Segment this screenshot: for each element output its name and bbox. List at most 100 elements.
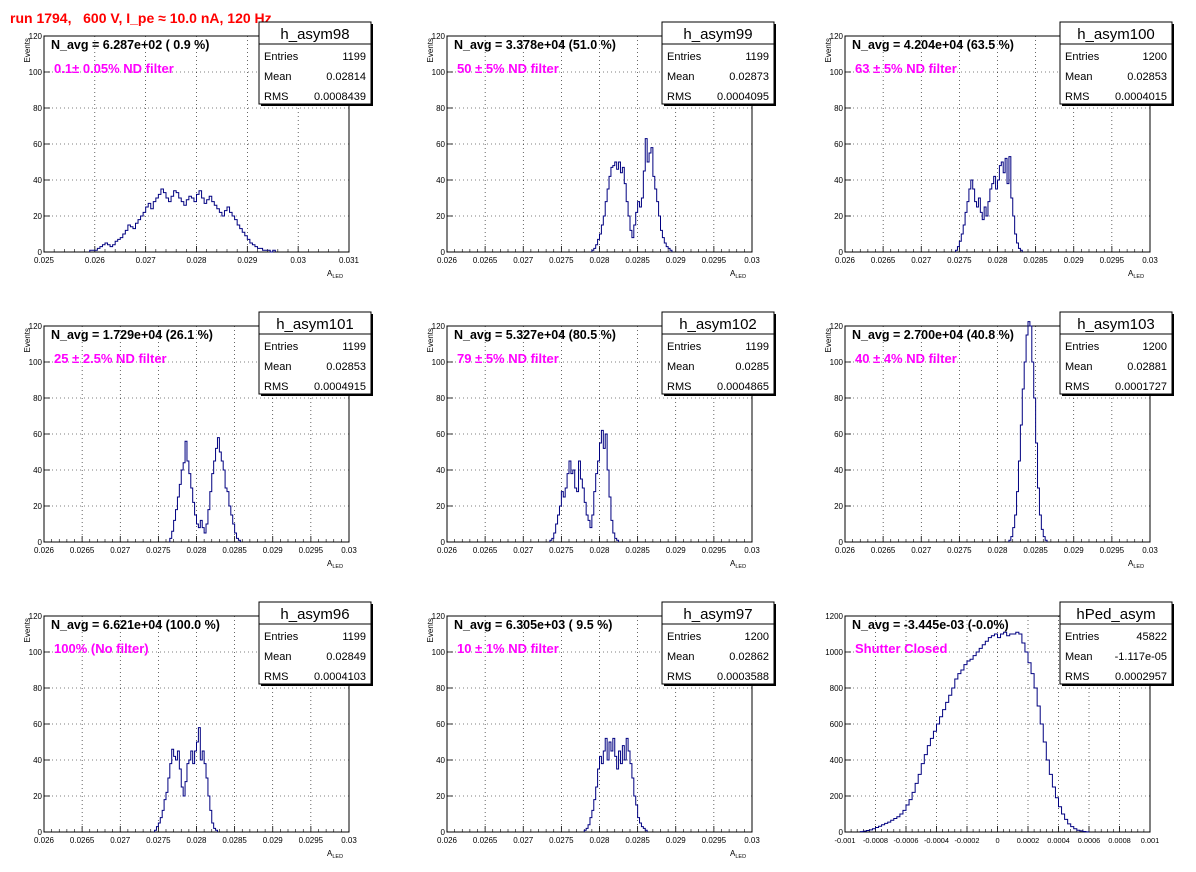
y-tick-label: 40 xyxy=(834,466,843,475)
y-tick-label: 400 xyxy=(830,756,844,765)
y-tick-label: 60 xyxy=(436,720,445,729)
x-tick-label: 0.027 xyxy=(911,256,932,265)
x-tick-label: 0.028 xyxy=(987,546,1008,555)
filter-label: 40 ± 4% ND filter xyxy=(855,351,957,366)
x-tick-label: 0.026 xyxy=(34,836,55,845)
histogram-series xyxy=(955,156,1023,252)
x-tick-label: 0.029 xyxy=(666,546,687,555)
x-tick-label: 0.029 xyxy=(237,256,258,265)
navg-label: N_avg = 4.204e+04 (63.5 %) xyxy=(852,38,1014,52)
y-axis-label: Events xyxy=(426,38,435,62)
y-tick-label: 40 xyxy=(834,176,843,185)
y-axis-label: Events xyxy=(426,618,435,642)
x-tick-label: 0.028 xyxy=(186,546,207,555)
y-tick-label: 60 xyxy=(33,430,42,439)
y-tick-label: 80 xyxy=(33,684,42,693)
y-tick-label: 20 xyxy=(436,502,445,511)
stats-key: Mean xyxy=(1065,651,1093,663)
stats-box xyxy=(258,601,372,685)
x-tick-label: 0.0295 xyxy=(702,546,727,555)
navg-label: N_avg = 2.700e+04 (40.8 %) xyxy=(852,328,1014,342)
filter-label: 0.1± 0.05% ND filter xyxy=(54,61,174,76)
y-tick-label: 40 xyxy=(436,176,445,185)
y-tick-label: 100 xyxy=(432,68,446,77)
y-tick-label: 80 xyxy=(834,104,843,113)
stats-box xyxy=(258,311,372,395)
x-tick-label: 0.027 xyxy=(110,836,131,845)
y-tick-label: 800 xyxy=(830,684,844,693)
x-axis-label: ALED xyxy=(730,269,746,280)
stats-key: Mean xyxy=(667,71,695,83)
x-tick-label: 0.03 xyxy=(1142,256,1158,265)
x-tick-label: 0.028 xyxy=(186,836,207,845)
stats-value: 1200 xyxy=(1143,51,1167,63)
x-tick-label: 0.0295 xyxy=(702,256,727,265)
y-tick-label: 80 xyxy=(834,394,843,403)
x-tick-label: -0.0004 xyxy=(924,836,949,845)
filter-label: 63 ± 5% ND filter xyxy=(855,61,957,76)
y-tick-label: 20 xyxy=(33,792,42,801)
stats-value: 0.0001727 xyxy=(1115,381,1167,393)
stats-value: 0.0004865 xyxy=(717,381,769,393)
y-axis-label: Events xyxy=(824,328,833,352)
y-tick-label: 60 xyxy=(436,140,445,149)
x-tick-label: -0.0006 xyxy=(893,836,918,845)
x-tick-label: 0.025 xyxy=(34,256,55,265)
x-tick-label: 0.0275 xyxy=(146,836,171,845)
stats-title: hPed_asym xyxy=(1076,606,1155,623)
navg-label: N_avg = 1.729e+04 (26.1 %) xyxy=(51,328,213,342)
stats-value: 1200 xyxy=(745,631,769,643)
y-tick-label: 100 xyxy=(830,358,844,367)
stats-key: RMS xyxy=(667,671,691,683)
y-tick-label: 100 xyxy=(432,648,446,657)
y-axis-label: Events xyxy=(23,38,32,62)
navg-label: N_avg = 5.327e+04 (80.5 %) xyxy=(454,328,616,342)
x-tick-label: 0.0265 xyxy=(70,836,95,845)
y-tick-label: 40 xyxy=(33,756,42,765)
stats-key: RMS xyxy=(1065,671,1089,683)
y-tick-label: 120 xyxy=(29,612,43,621)
y-tick-label: 80 xyxy=(33,104,42,113)
x-tick-label: 0.0295 xyxy=(299,836,324,845)
stats-value: 0.0002957 xyxy=(1115,671,1167,683)
y-tick-label: 20 xyxy=(33,212,42,221)
stats-key: Entries xyxy=(264,631,299,643)
x-tick-label: 0.03 xyxy=(341,546,357,555)
x-tick-label: 0.0285 xyxy=(625,546,650,555)
x-tick-label: 0.0265 xyxy=(871,256,896,265)
y-tick-label: 100 xyxy=(830,68,844,77)
histogram-series xyxy=(859,631,1090,833)
y-tick-label: 100 xyxy=(432,358,446,367)
panel-hPed_asym: -0.001 -0.0008 -0.0006 -0.0004 -0.0002 0 0.000… xyxy=(825,601,1174,845)
stats-key: Entries xyxy=(1065,51,1100,63)
x-tick-label: 0.0265 xyxy=(473,256,498,265)
navg-label: N_avg = 6.287e+02 ( 0.9 %) xyxy=(51,38,209,52)
y-tick-label: 120 xyxy=(830,32,844,41)
x-tick-label: 0.028 xyxy=(589,836,610,845)
y-tick-label: 120 xyxy=(29,322,43,331)
stats-title: h_asym99 xyxy=(683,26,752,43)
x-tick-label: 0.03 xyxy=(744,546,760,555)
x-tick-label: 0.0008 xyxy=(1108,836,1131,845)
stats-value: 1200 xyxy=(1143,341,1167,353)
x-axis-label: ALED xyxy=(1128,559,1144,570)
x-axis-label: ALED xyxy=(327,559,343,570)
stats-key: RMS xyxy=(667,91,691,103)
y-tick-label: 60 xyxy=(33,140,42,149)
stats-value: 1199 xyxy=(342,341,366,353)
y-tick-label: 0 xyxy=(38,248,43,257)
y-tick-label: 60 xyxy=(436,430,445,439)
y-tick-label: 100 xyxy=(29,648,43,657)
y-tick-label: 0 xyxy=(38,828,43,837)
y-tick-label: 40 xyxy=(33,466,42,475)
x-tick-label: 0.0275 xyxy=(549,546,574,555)
panel-h_asym96: 0.026 0.0265 0.027 0.0275 0.028 0.0285 0.029 0.… xyxy=(23,601,373,860)
x-tick-label: -0.0002 xyxy=(954,836,979,845)
histogram-series xyxy=(591,138,673,252)
x-tick-label: 0.0002 xyxy=(1017,836,1040,845)
x-tick-label: 0.0285 xyxy=(1023,546,1048,555)
stats-key: Mean xyxy=(264,361,292,373)
x-tick-label: 0.027 xyxy=(513,256,534,265)
x-tick-label: 0.0275 xyxy=(549,836,574,845)
y-tick-label: 0 xyxy=(839,538,844,547)
